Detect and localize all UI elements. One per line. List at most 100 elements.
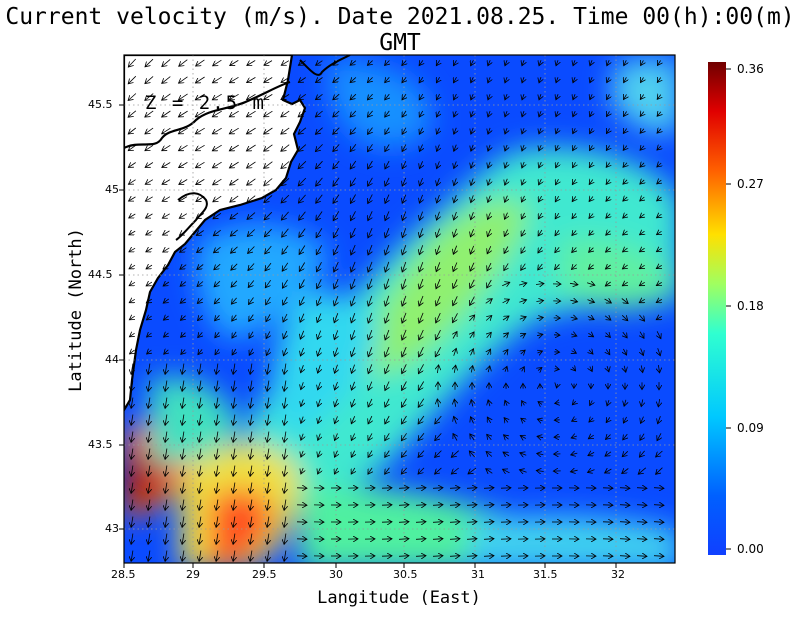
velocity-arrow xyxy=(233,533,235,545)
velocity-arrow xyxy=(385,160,389,169)
velocity-arrow xyxy=(556,179,559,185)
velocity-arrow xyxy=(250,380,252,392)
velocity-arrow xyxy=(148,414,150,426)
velocity-arrow xyxy=(505,178,508,185)
velocity-arrow xyxy=(505,212,508,220)
velocity-arrow xyxy=(639,265,644,268)
velocity-arrow xyxy=(148,550,150,562)
velocity-arrow xyxy=(604,299,612,303)
velocity-arrow xyxy=(315,110,323,117)
velocity-arrow xyxy=(233,363,235,375)
velocity-arrow xyxy=(641,365,642,372)
velocity-arrow xyxy=(233,397,235,409)
velocity-arrow xyxy=(488,76,490,83)
velocity-arrow xyxy=(182,363,184,375)
velocity-arrow xyxy=(640,112,644,117)
velocity-arrow xyxy=(180,248,187,253)
velocity-arrow xyxy=(624,60,627,65)
velocity-arrow xyxy=(131,482,133,494)
velocity-arrow xyxy=(216,448,218,460)
velocity-arrow xyxy=(471,349,474,356)
velocity-arrow xyxy=(454,93,457,100)
velocity-arrow xyxy=(658,348,661,356)
velocity-arrow xyxy=(483,556,494,557)
velocity-arrow xyxy=(621,299,628,304)
velocity-arrow xyxy=(334,330,337,339)
velocity-arrow xyxy=(401,467,408,474)
velocity-arrow xyxy=(233,448,235,460)
velocity-arrow xyxy=(131,448,133,460)
velocity-arrow xyxy=(606,197,610,202)
velocity-arrow xyxy=(231,280,238,287)
velocity-arrow xyxy=(267,499,269,511)
velocity-arrow xyxy=(487,246,491,254)
velocity-arrow xyxy=(656,248,661,251)
velocity-arrow xyxy=(145,58,154,67)
velocity-arrow xyxy=(556,145,559,151)
velocity-arrow xyxy=(182,533,184,545)
velocity-arrow xyxy=(284,533,286,545)
velocity-arrow xyxy=(162,197,171,202)
velocity-arrow xyxy=(573,145,576,150)
map-frame xyxy=(123,54,676,564)
velocity-arrow xyxy=(247,212,256,220)
velocity-arrow xyxy=(233,482,235,494)
velocity-arrow xyxy=(267,448,269,460)
velocity-arrow xyxy=(179,197,188,202)
velocity-arrow xyxy=(471,400,473,407)
velocity-arrow xyxy=(335,364,338,374)
velocity-arrow xyxy=(165,414,167,426)
velocity-arrow xyxy=(196,213,205,218)
velocity-arrow xyxy=(146,316,151,320)
map-title: Current velocity (m/s). Date 2021.08.25.… xyxy=(5,4,795,56)
velocity-arrow xyxy=(182,414,184,426)
velocity-arrow xyxy=(466,488,477,489)
velocity-arrow xyxy=(572,419,577,422)
velocity-arrow xyxy=(301,416,303,424)
velocity-arrow xyxy=(503,469,510,473)
velocity-arrow xyxy=(178,110,188,117)
velocity-arrow xyxy=(249,331,253,339)
velocity-arrow xyxy=(435,450,442,458)
velocity-arrow xyxy=(640,214,645,218)
velocity-arrow xyxy=(398,522,409,523)
velocity-arrow xyxy=(368,433,372,440)
velocity-arrow xyxy=(165,550,167,562)
velocity-arrow xyxy=(454,416,457,424)
velocity-arrow xyxy=(264,61,273,66)
velocity-arrow xyxy=(318,450,321,457)
velocity-arrow xyxy=(418,450,425,458)
velocity-arrow xyxy=(418,364,424,373)
velocity-arrow xyxy=(267,516,269,528)
velocity-arrow xyxy=(128,75,137,84)
velocity-arrow xyxy=(605,282,610,286)
velocity-arrow xyxy=(247,161,256,168)
velocity-arrow xyxy=(368,312,372,323)
velocity-arrow xyxy=(351,416,354,424)
colorbar-label: 0.00 xyxy=(737,542,764,556)
velocity-arrow xyxy=(657,331,661,338)
velocity-arrow xyxy=(195,127,205,134)
velocity-arrow xyxy=(537,436,544,437)
velocity-arrow xyxy=(264,127,273,134)
velocity-arrow xyxy=(182,431,184,443)
velocity-arrow xyxy=(573,111,575,117)
velocity-arrow xyxy=(539,144,541,151)
velocity-arrow xyxy=(333,177,340,186)
velocity-arrow xyxy=(570,300,577,302)
velocity-arrow xyxy=(488,195,491,203)
velocity-arrow xyxy=(264,77,273,83)
velocity-arrow xyxy=(385,433,390,440)
velocity-arrow xyxy=(199,499,201,511)
velocity-arrow xyxy=(622,451,629,456)
velocity-arrow xyxy=(333,211,340,220)
velocity-arrow xyxy=(483,505,494,506)
velocity-arrow xyxy=(298,61,306,66)
velocity-arrow xyxy=(419,93,423,100)
velocity-arrow xyxy=(502,316,509,320)
velocity-arrow xyxy=(248,246,255,254)
velocity-arrow xyxy=(282,245,289,254)
velocity-arrow xyxy=(437,161,440,168)
velocity-arrow xyxy=(178,127,188,134)
velocity-arrow xyxy=(146,265,153,269)
